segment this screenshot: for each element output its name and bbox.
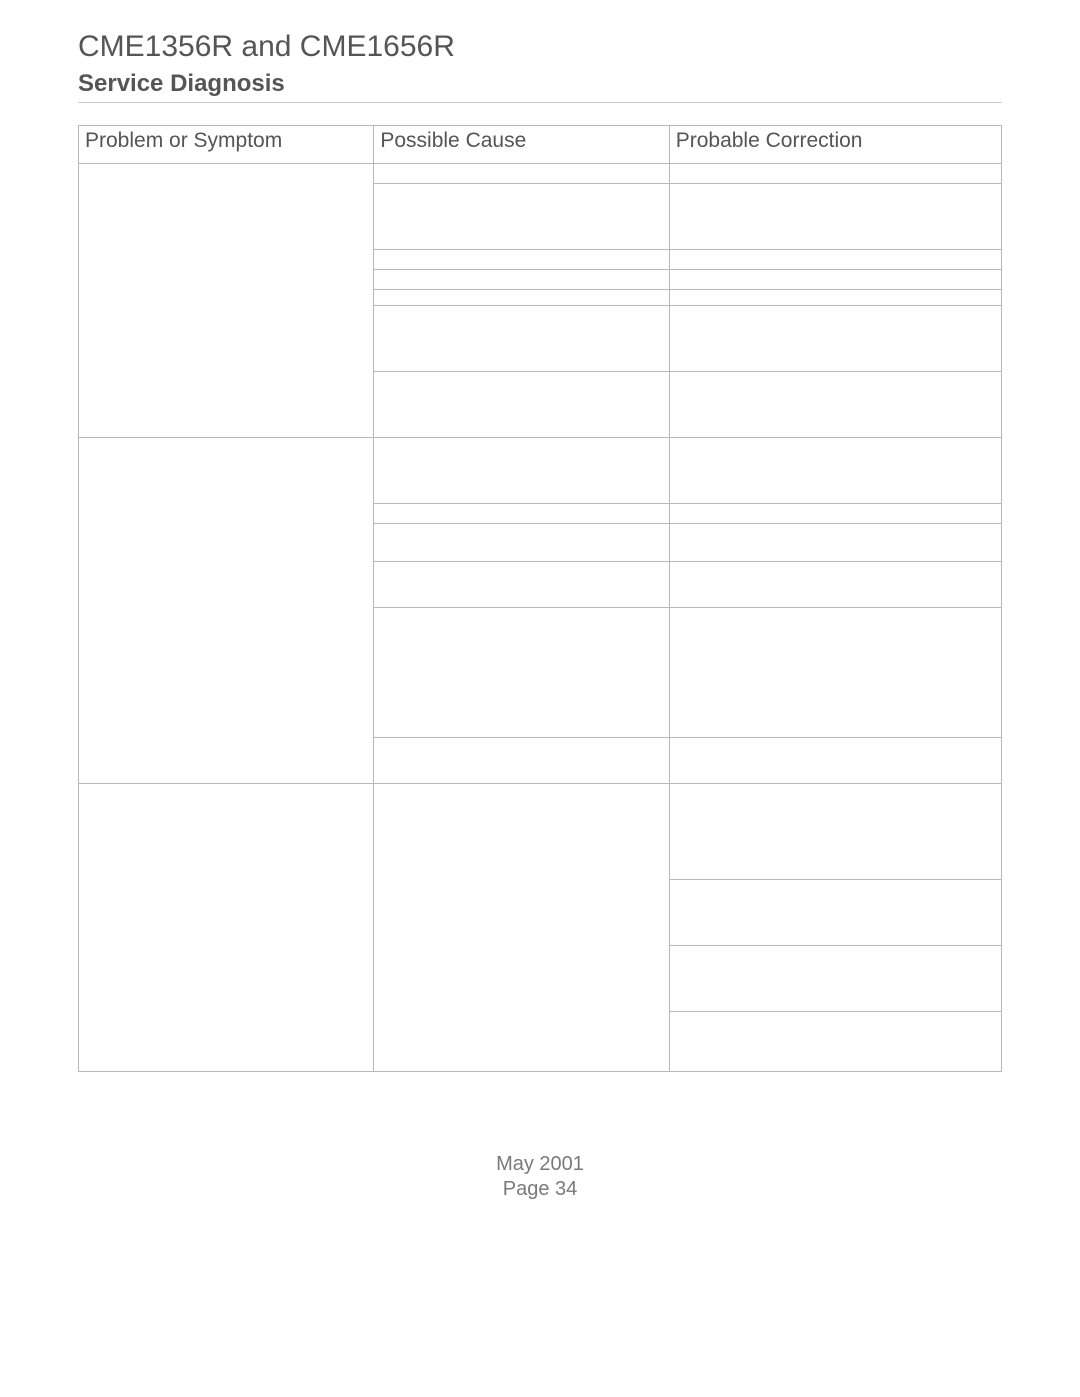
cell-correction — [669, 290, 1001, 306]
cell-correction — [669, 562, 1001, 608]
section-title: Service Diagnosis — [78, 70, 1002, 98]
cell-correction — [669, 164, 1001, 184]
cell-correction — [669, 184, 1001, 250]
footer-date: May 2001 — [0, 1152, 1080, 1177]
col-header-cause: Possible Cause — [374, 126, 669, 164]
cell-correction — [669, 608, 1001, 738]
cell-cause — [374, 250, 669, 270]
cell-problem — [79, 164, 374, 438]
cell-cause — [374, 608, 669, 738]
cell-cause — [374, 438, 669, 504]
page-footer: May 2001 Page 34 — [0, 1152, 1080, 1202]
cell-cause — [374, 504, 669, 524]
cell-correction — [669, 438, 1001, 504]
cell-cause — [374, 524, 669, 562]
cell-correction — [669, 372, 1001, 438]
cell-cause — [374, 164, 669, 184]
diagnosis-table: Problem or Symptom Possible Cause Probab… — [78, 125, 1002, 1072]
divider — [78, 102, 1002, 103]
cell-cause — [374, 562, 669, 608]
table-row — [79, 784, 1002, 880]
cell-cause — [374, 784, 669, 1072]
cell-correction — [669, 504, 1001, 524]
cell-correction — [669, 880, 1001, 946]
cell-correction — [669, 1012, 1001, 1072]
cell-correction — [669, 306, 1001, 372]
table-row — [79, 164, 1002, 184]
cell-correction — [669, 270, 1001, 290]
cell-cause — [374, 184, 669, 250]
table-header-row: Problem or Symptom Possible Cause Probab… — [79, 126, 1002, 164]
cell-problem — [79, 784, 374, 1072]
cell-cause — [374, 306, 669, 372]
col-header-problem: Problem or Symptom — [79, 126, 374, 164]
cell-problem — [79, 438, 374, 784]
cell-cause — [374, 738, 669, 784]
col-header-correction: Probable Correction — [669, 126, 1001, 164]
cell-cause — [374, 372, 669, 438]
cell-cause — [374, 290, 669, 306]
page-title: CME1356R and CME1656R — [78, 30, 1002, 64]
footer-page: Page 34 — [0, 1177, 1080, 1202]
cell-correction — [669, 738, 1001, 784]
cell-cause — [374, 270, 669, 290]
cell-correction — [669, 250, 1001, 270]
table-row — [79, 438, 1002, 504]
cell-correction — [669, 524, 1001, 562]
cell-correction — [669, 784, 1001, 880]
cell-correction — [669, 946, 1001, 1012]
